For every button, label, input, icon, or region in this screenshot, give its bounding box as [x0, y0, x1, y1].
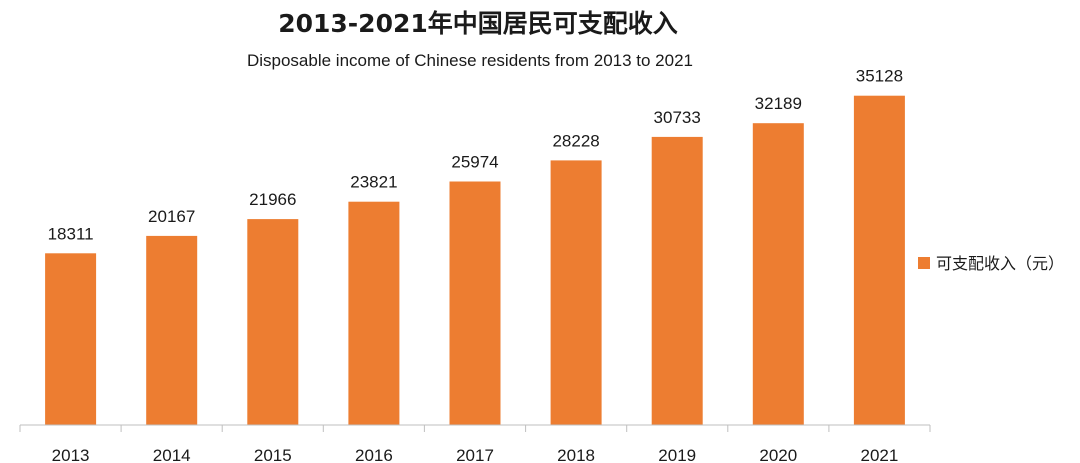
chart-title: 2013-2021年中国居民可支配收入 — [278, 9, 678, 38]
value-label-2013: 18311 — [48, 224, 94, 243]
bar-2018 — [550, 160, 602, 425]
legend: 可支配收入（元） — [918, 254, 1064, 273]
bar-2015 — [247, 219, 299, 425]
bar-2016 — [348, 201, 400, 425]
value-labels-group: 18311 20167 21966 23821 25974 28228 30733 32189… — [48, 67, 903, 244]
value-label-2017: 25974 — [451, 153, 498, 172]
x-axis-ticks — [19, 425, 931, 432]
bar-2021 — [853, 95, 905, 425]
value-label-2020: 32189 — [755, 94, 802, 113]
legend-label: 可支配收入（元） — [936, 254, 1064, 273]
chart-subtitle: Disposable income of Chinese residents f… — [247, 51, 693, 70]
tick-label-2020: 2020 — [759, 446, 797, 463]
tick-label-2018: 2018 — [557, 446, 595, 463]
x-axis-tick-labels: 2013 2014 2015 2016 2017 2018 2019 2020 2021 — [52, 446, 899, 463]
value-label-2015: 21966 — [249, 190, 296, 209]
tick-label-2015: 2015 — [254, 446, 292, 463]
tick-label-2016: 2016 — [355, 446, 393, 463]
tick-label-2013: 2013 — [52, 446, 90, 463]
bar-2017 — [449, 181, 501, 425]
value-label-2016: 23821 — [350, 173, 397, 192]
bar-2013 — [45, 253, 97, 425]
value-label-2018: 28228 — [552, 131, 599, 150]
tick-label-2019: 2019 — [658, 446, 696, 463]
value-label-2021: 35128 — [856, 67, 903, 86]
tick-label-2017: 2017 — [456, 446, 494, 463]
value-label-2019: 30733 — [654, 108, 701, 127]
bar-2019 — [651, 136, 703, 425]
bar-2014 — [146, 235, 198, 425]
bars-group — [45, 95, 905, 425]
bar-2020 — [752, 123, 804, 425]
value-label-2014: 20167 — [148, 207, 195, 226]
tick-label-2014: 2014 — [153, 446, 191, 463]
legend-swatch — [918, 257, 930, 269]
tick-label-2021: 2021 — [860, 446, 898, 463]
